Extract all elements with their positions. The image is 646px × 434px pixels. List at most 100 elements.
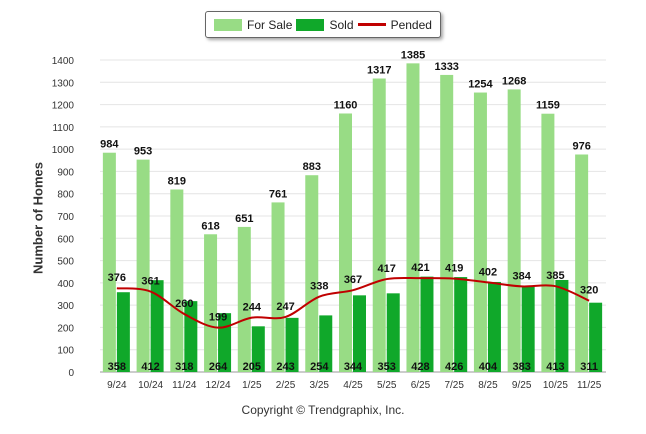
x-tick-label: 2/25 (276, 380, 296, 391)
y-tick-label: 0 (68, 368, 74, 379)
legend-label-for-sale: For Sale (247, 17, 293, 32)
data-label-pended: 417 (378, 263, 396, 275)
legend-label-pended: Pended (390, 17, 432, 32)
data-label-for-sale: 1254 (468, 79, 493, 91)
data-label-for-sale: 1333 (434, 61, 458, 73)
y-tick-label: 1100 (52, 123, 74, 134)
data-label-for-sale: 1159 (536, 100, 560, 112)
data-label-for-sale: 618 (201, 220, 219, 232)
data-label-for-sale: 953 (134, 146, 152, 158)
data-label-sold: 428 (411, 361, 429, 373)
data-label-for-sale: 1317 (367, 64, 391, 76)
bar-for-sale (507, 89, 521, 372)
data-label-sold: 344 (344, 361, 363, 373)
chart-legend: For Sale Sold Pended (205, 11, 441, 38)
data-label-pended: 376 (108, 272, 126, 284)
y-tick-label: 900 (57, 167, 74, 178)
data-label-pended: 320 (580, 285, 598, 297)
data-label-for-sale: 984 (100, 139, 119, 151)
bar-sold (116, 292, 130, 372)
bar-sold (420, 276, 434, 372)
data-label-pended: 260 (175, 298, 193, 310)
data-label-pended: 361 (141, 276, 159, 288)
bar-sold (251, 326, 265, 372)
x-tick-label: 12/24 (206, 380, 231, 391)
data-label-sold: 254 (310, 361, 329, 373)
x-tick-label: 10/24 (138, 380, 163, 391)
data-label-sold: 311 (580, 361, 598, 373)
data-label-for-sale: 1160 (334, 99, 358, 111)
bar-sold (285, 317, 299, 372)
y-tick-label: 200 (57, 323, 74, 334)
bar-for-sale (271, 202, 285, 372)
x-tick-label: 5/25 (377, 380, 397, 391)
y-tick-label: 1400 (52, 56, 75, 67)
bar-for-sale (102, 152, 116, 372)
bar-for-sale (541, 113, 555, 373)
legend-item-sold: Sold (296, 17, 354, 32)
data-label-for-sale: 819 (168, 175, 186, 187)
data-label-sold: 412 (141, 361, 159, 373)
data-label-sold: 413 (546, 361, 564, 373)
legend-swatch-for-sale (214, 18, 243, 31)
bar-sold (521, 286, 535, 372)
bar-for-sale (440, 74, 454, 372)
y-tick-label: 100 (57, 346, 74, 357)
y-tick-label: 800 (57, 190, 74, 201)
y-tick-label: 300 (57, 301, 74, 312)
bar-for-sale (339, 113, 352, 372)
x-tick-label: 10/25 (543, 380, 568, 391)
x-tick-label: 7/25 (444, 380, 464, 391)
data-label-for-sale: 1385 (401, 49, 425, 61)
data-label-pended: 338 (310, 281, 328, 293)
x-tick-label: 9/24 (107, 380, 127, 391)
x-tick-label: 9/25 (512, 380, 532, 391)
y-tick-label: 500 (57, 257, 74, 268)
legend-item-pended: Pended (357, 17, 432, 32)
x-tick-label: 3/25 (310, 380, 330, 391)
data-label-sold: 264 (209, 361, 228, 373)
bar-for-sale (136, 159, 150, 372)
bar-sold (555, 279, 569, 372)
data-label-sold: 426 (445, 361, 463, 373)
data-label-for-sale: 976 (572, 140, 590, 152)
data-label-pended: 384 (512, 270, 531, 282)
x-tick-label: 11/25 (577, 380, 602, 391)
data-label-for-sale: 883 (303, 161, 321, 173)
data-label-pended: 247 (276, 301, 294, 313)
data-label-pended: 367 (344, 274, 362, 286)
bar-for-sale (305, 175, 319, 372)
bar-sold (353, 295, 366, 372)
data-label-pended: 421 (411, 262, 429, 274)
bar-for-sale (406, 63, 420, 372)
data-label-sold: 353 (378, 361, 396, 373)
data-label-for-sale: 1268 (502, 75, 526, 87)
data-label-pended: 419 (445, 263, 463, 275)
x-tick-label: 11/24 (172, 380, 197, 391)
data-label-sold: 243 (276, 361, 294, 373)
x-tick-label: 8/25 (478, 380, 498, 391)
legend-label-sold: Sold (329, 17, 354, 32)
legend-swatch-sold (296, 18, 325, 31)
bar-sold (454, 277, 468, 372)
legend-item-for-sale: For Sale (214, 18, 292, 32)
y-tick-label: 1000 (52, 145, 75, 156)
data-label-pended: 385 (546, 270, 564, 282)
copyright-text: Copyright © Trendgraphix, Inc. (241, 403, 405, 417)
bar-sold (386, 293, 400, 372)
data-label-for-sale: 651 (235, 213, 253, 225)
bar-sold (487, 281, 501, 372)
y-tick-label: 400 (57, 279, 74, 290)
data-label-sold: 404 (479, 361, 498, 373)
bar-for-sale (170, 189, 184, 372)
series-line-pended (116, 276, 590, 329)
y-tick-label: 700 (57, 212, 74, 223)
bar-sold (319, 315, 333, 372)
y-tick-label: 1200 (52, 101, 75, 112)
y-tick-label: 600 (57, 234, 74, 245)
bar-for-sale (204, 234, 218, 372)
data-label-sold: 383 (512, 361, 530, 373)
bar-for-sale (237, 226, 251, 372)
bar-for-sale (372, 78, 386, 373)
data-label-sold: 358 (108, 361, 126, 373)
